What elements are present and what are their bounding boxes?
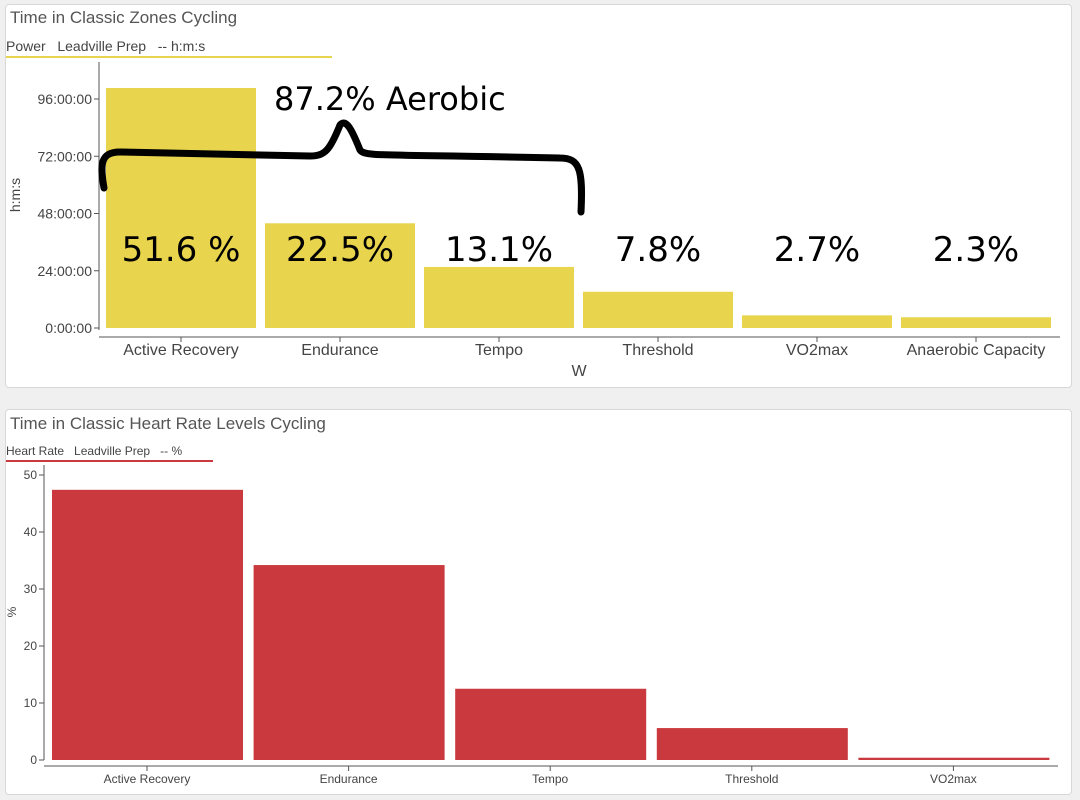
bar-vo2max [742,315,892,328]
aerobic-annotation: 87.2% Aerobic [274,80,506,118]
legend-series: Power [6,38,46,54]
y-tick-label: 50 [24,468,38,482]
x-tick-label: VO2max [930,772,977,786]
x-tick-label: Endurance [320,772,378,786]
y-axis-label: % [5,606,19,617]
legend-unit: -- h:m:s [157,38,206,54]
legend-power[interactable]: Power Leadville Prep -- h:m:s [6,38,332,58]
x-tick-label: Tempo [475,342,523,359]
legend-plan: Leadville Prep [57,38,147,54]
y-tick-label: 72:00:00 [38,148,93,164]
bar-threshold [656,728,848,760]
percent-annotation: 2.3% [933,230,1019,270]
x-tick-label: Active Recovery [104,772,191,786]
legend-unit: -- % [160,444,183,458]
chart-title: Time in Classic Zones Cycling [10,8,238,27]
y-tick-label: 40 [24,525,38,539]
brace-annotation [98,119,585,216]
y-tick-label: 0:00:00 [45,320,92,336]
bar-endurance [253,565,445,760]
y-tick-label: 20 [24,639,38,653]
x-tick-label: Threshold [725,772,778,786]
x-axis-label: W [571,363,587,380]
x-tick-label: Anaerobic Capacity [907,342,1046,359]
bar-tempo [424,266,574,328]
bar-active-recovery [52,489,243,760]
y-tick-label: 96:00:00 [38,91,93,107]
bar-anaerobic-capacity [901,317,1051,328]
y-tick-label: 48:00:00 [38,206,93,222]
y-tick-label: 30 [24,582,38,596]
bar-tempo [455,688,647,760]
percent-annotation: 51.6 % [122,230,241,270]
legend-heart-rate[interactable]: Heart Rate Leadville Prep -- % [6,444,213,462]
x-tick-label: VO2max [786,342,848,359]
y-axis-label: h:m:s [7,178,23,212]
bar-endurance [265,223,415,328]
legend-plan: Leadville Prep [74,444,151,458]
chart-title: Time in Classic Heart Rate Levels Cyclin… [10,414,326,433]
x-tick-label: Active Recovery [123,342,239,359]
bar-active-recovery [106,88,256,328]
x-tick-label: Threshold [622,342,693,359]
percent-annotation: 22.5% [286,230,394,270]
bar-threshold [583,291,733,328]
x-tick-label: Endurance [301,342,378,359]
bar-vo2max [858,757,1050,760]
legend-series: Heart Rate [6,444,65,458]
y-tick-label: 0 [30,753,37,767]
y-tick-label: 24:00:00 [38,263,93,279]
x-tick-label: Tempo [532,772,568,786]
y-tick-label: 10 [24,696,38,710]
percent-annotation: 13.1% [445,230,553,270]
percent-annotation: 7.8% [615,230,701,270]
percent-annotation: 2.7% [774,230,860,270]
